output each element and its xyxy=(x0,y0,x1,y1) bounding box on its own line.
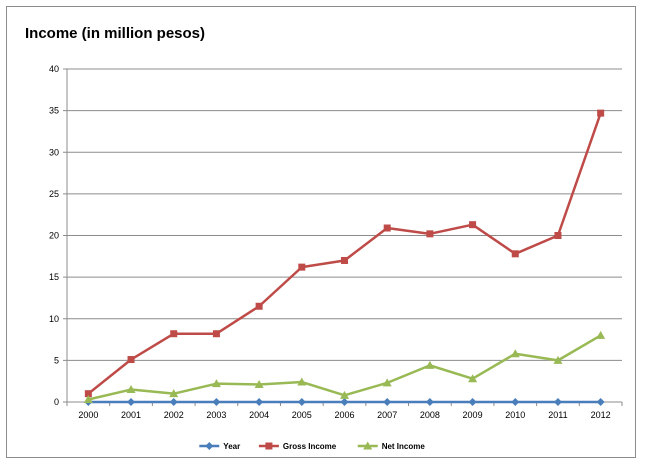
gross-income-point xyxy=(426,230,434,238)
net-income-point xyxy=(126,385,136,394)
net-income-point xyxy=(169,389,179,398)
x-tick-label: 2006 xyxy=(334,410,354,420)
year-point xyxy=(169,398,178,406)
series-layer xyxy=(83,109,606,406)
x-tick-label: 2007 xyxy=(377,410,397,420)
legend-marker xyxy=(363,441,373,450)
y-tick-label: 40 xyxy=(49,64,59,74)
year-point xyxy=(468,398,477,406)
legend-item-net-income: Net Income xyxy=(357,441,426,451)
legend-label: Year xyxy=(223,442,240,451)
x-tick-label: 2008 xyxy=(420,410,440,420)
gross-income-point xyxy=(597,109,605,117)
year-point xyxy=(425,398,434,406)
chart-frame xyxy=(6,6,636,458)
net-income-point xyxy=(297,377,307,386)
x-tick-label: 2009 xyxy=(463,410,483,420)
gross-income-point xyxy=(469,221,477,229)
gross-income-line xyxy=(87,112,602,395)
gross-income-point xyxy=(212,330,220,338)
net-income-point xyxy=(553,355,563,364)
net-income-point xyxy=(510,349,520,358)
net-income-point xyxy=(382,378,392,387)
year-point xyxy=(255,398,264,406)
series-net-income xyxy=(83,330,606,404)
year-point xyxy=(297,398,306,406)
net-income-point xyxy=(425,360,435,369)
net-income-point xyxy=(340,390,349,399)
x-tick-label: 2012 xyxy=(591,410,611,420)
x-tick-label: 2005 xyxy=(292,410,312,420)
series-gross-income xyxy=(84,109,605,398)
x-tick-label: 2002 xyxy=(164,410,184,420)
y-tick-label: 25 xyxy=(49,189,59,199)
gross-income-point xyxy=(255,302,263,310)
y-tick-label: 5 xyxy=(54,355,59,365)
x-tick-label: 2011 xyxy=(548,410,567,420)
x-tick-label: 2000 xyxy=(78,410,98,420)
net-income-point xyxy=(211,379,221,388)
legend-item-gross-income: Gross Income xyxy=(258,442,337,451)
gross-income-point xyxy=(170,330,178,338)
y-tick-label: 10 xyxy=(49,314,59,324)
x-tick-label: 2001 xyxy=(121,410,141,420)
legend: Year Gross Income Net Income xyxy=(199,441,426,451)
x-tick-label: 2003 xyxy=(206,410,226,420)
x-tick-label: 2010 xyxy=(505,410,525,420)
year-point xyxy=(596,398,605,406)
axes: 0 5 10 15 20 25 30 35 40 2000 2001 2002 2003 2004 2005… xyxy=(49,64,623,420)
net-income-point xyxy=(83,395,93,404)
year-point xyxy=(511,398,520,406)
gross-income-point xyxy=(84,390,92,398)
net-income-point xyxy=(254,380,264,389)
legend-label: Net Income xyxy=(382,442,426,451)
y-tick-label: 20 xyxy=(49,231,59,241)
x-tick-label: 2004 xyxy=(249,410,269,420)
chart-title: Income (in million pesos) xyxy=(25,25,205,42)
gross-income-point xyxy=(511,250,519,258)
net-income-point xyxy=(596,330,606,339)
series-year xyxy=(84,398,605,406)
y-tick-label: 0 xyxy=(54,397,59,407)
gross-income-point xyxy=(341,256,348,264)
year-point xyxy=(127,398,136,406)
gross-income-point xyxy=(383,224,391,232)
gross-income-point xyxy=(298,263,306,271)
year-point xyxy=(383,398,392,406)
year-point xyxy=(553,398,562,406)
net-income-point xyxy=(468,374,478,383)
gross-income-point xyxy=(554,232,562,239)
y-tick-label: 35 xyxy=(49,106,59,116)
y-tick-label: 30 xyxy=(49,147,59,157)
legend-label: Gross Income xyxy=(283,442,337,451)
year-point xyxy=(212,398,221,406)
gridlines xyxy=(67,68,622,361)
y-tick-label: 15 xyxy=(49,272,59,282)
net-income-line xyxy=(88,334,602,401)
legend-marker xyxy=(205,442,214,450)
gross-income-point xyxy=(127,356,135,364)
year-point xyxy=(340,398,349,406)
legend-item-year: Year xyxy=(199,442,240,451)
legend-marker xyxy=(265,442,273,450)
